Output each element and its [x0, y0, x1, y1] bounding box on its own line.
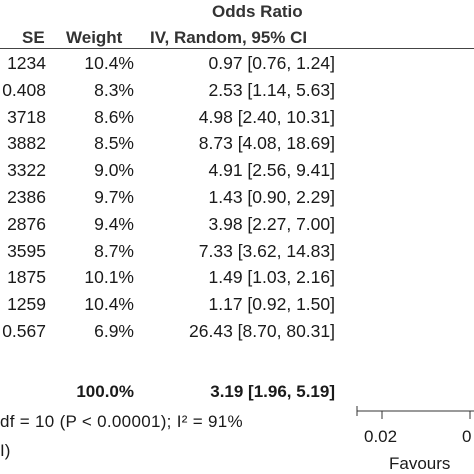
row-ci: 26.43 [8.70, 80.31]	[189, 321, 335, 341]
axis-tick-label-0: 0.02	[364, 427, 398, 446]
column-header-weight: Weight	[66, 28, 123, 47]
row-se: 3882	[7, 133, 46, 153]
row-weight: 10.1%	[84, 267, 134, 287]
row-se: 3718	[7, 107, 46, 127]
heterogeneity-text: df = 10 (P < 0.00001); I² = 91%	[0, 412, 243, 431]
row-se: 3595	[7, 241, 46, 261]
row-weight: 8.7%	[94, 241, 134, 261]
total-ci: 3.19 [1.96, 5.19]	[210, 382, 335, 401]
row-se: 2876	[7, 214, 46, 234]
row-ci: 1.49 [1.03, 2.16]	[208, 267, 336, 287]
row-se: 0.567	[2, 321, 46, 341]
odds-ratio-title: Odds Ratio	[212, 2, 303, 21]
row-weight: 9.4%	[94, 214, 134, 234]
row-weight: 6.9%	[94, 321, 134, 341]
axis-tick-label-1: 0	[462, 427, 472, 446]
column-header-ci: IV, Random, 95% CI	[150, 28, 308, 47]
row-weight: 10.4%	[84, 294, 134, 314]
row-se: 1234	[7, 53, 46, 73]
header-rule	[0, 48, 474, 49]
row-weight: 8.6%	[94, 107, 134, 127]
row-se: 0.408	[2, 80, 46, 100]
row-ci: 7.33 [3.62, 14.83]	[198, 241, 335, 261]
row-ci: 1.43 [0.90, 2.29]	[208, 187, 336, 207]
row-weight: 8.5%	[94, 133, 134, 153]
row-ci: 8.73 [4.08, 18.69]	[198, 133, 335, 153]
row-se: 3322	[7, 160, 46, 180]
total-weight: 100.0%	[76, 382, 134, 401]
column-header-se: SE	[22, 28, 45, 47]
row-weight: 9.0%	[94, 160, 134, 180]
row-ci: 4.98 [2.40, 10.31]	[198, 107, 335, 127]
axis-caption-favours: Favours	[389, 454, 451, 473]
row-se: 2386	[7, 187, 46, 207]
row-weight: 9.7%	[94, 187, 134, 207]
row-ci: 0.97 [0.76, 1.24]	[208, 53, 336, 73]
row-weight: 8.3%	[94, 80, 134, 100]
row-se: 1259	[7, 294, 46, 314]
overall-effect-fragment: I)	[0, 441, 11, 460]
row-ci: 3.98 [2.27, 7.00]	[208, 214, 336, 234]
row-ci: 2.53 [1.14, 5.63]	[208, 80, 336, 100]
row-ci: 4.91 [2.56, 9.41]	[208, 160, 336, 180]
row-se: 1875	[7, 267, 46, 287]
row-weight: 10.4%	[84, 53, 134, 73]
row-ci: 1.17 [0.92, 1.50]	[208, 294, 336, 314]
